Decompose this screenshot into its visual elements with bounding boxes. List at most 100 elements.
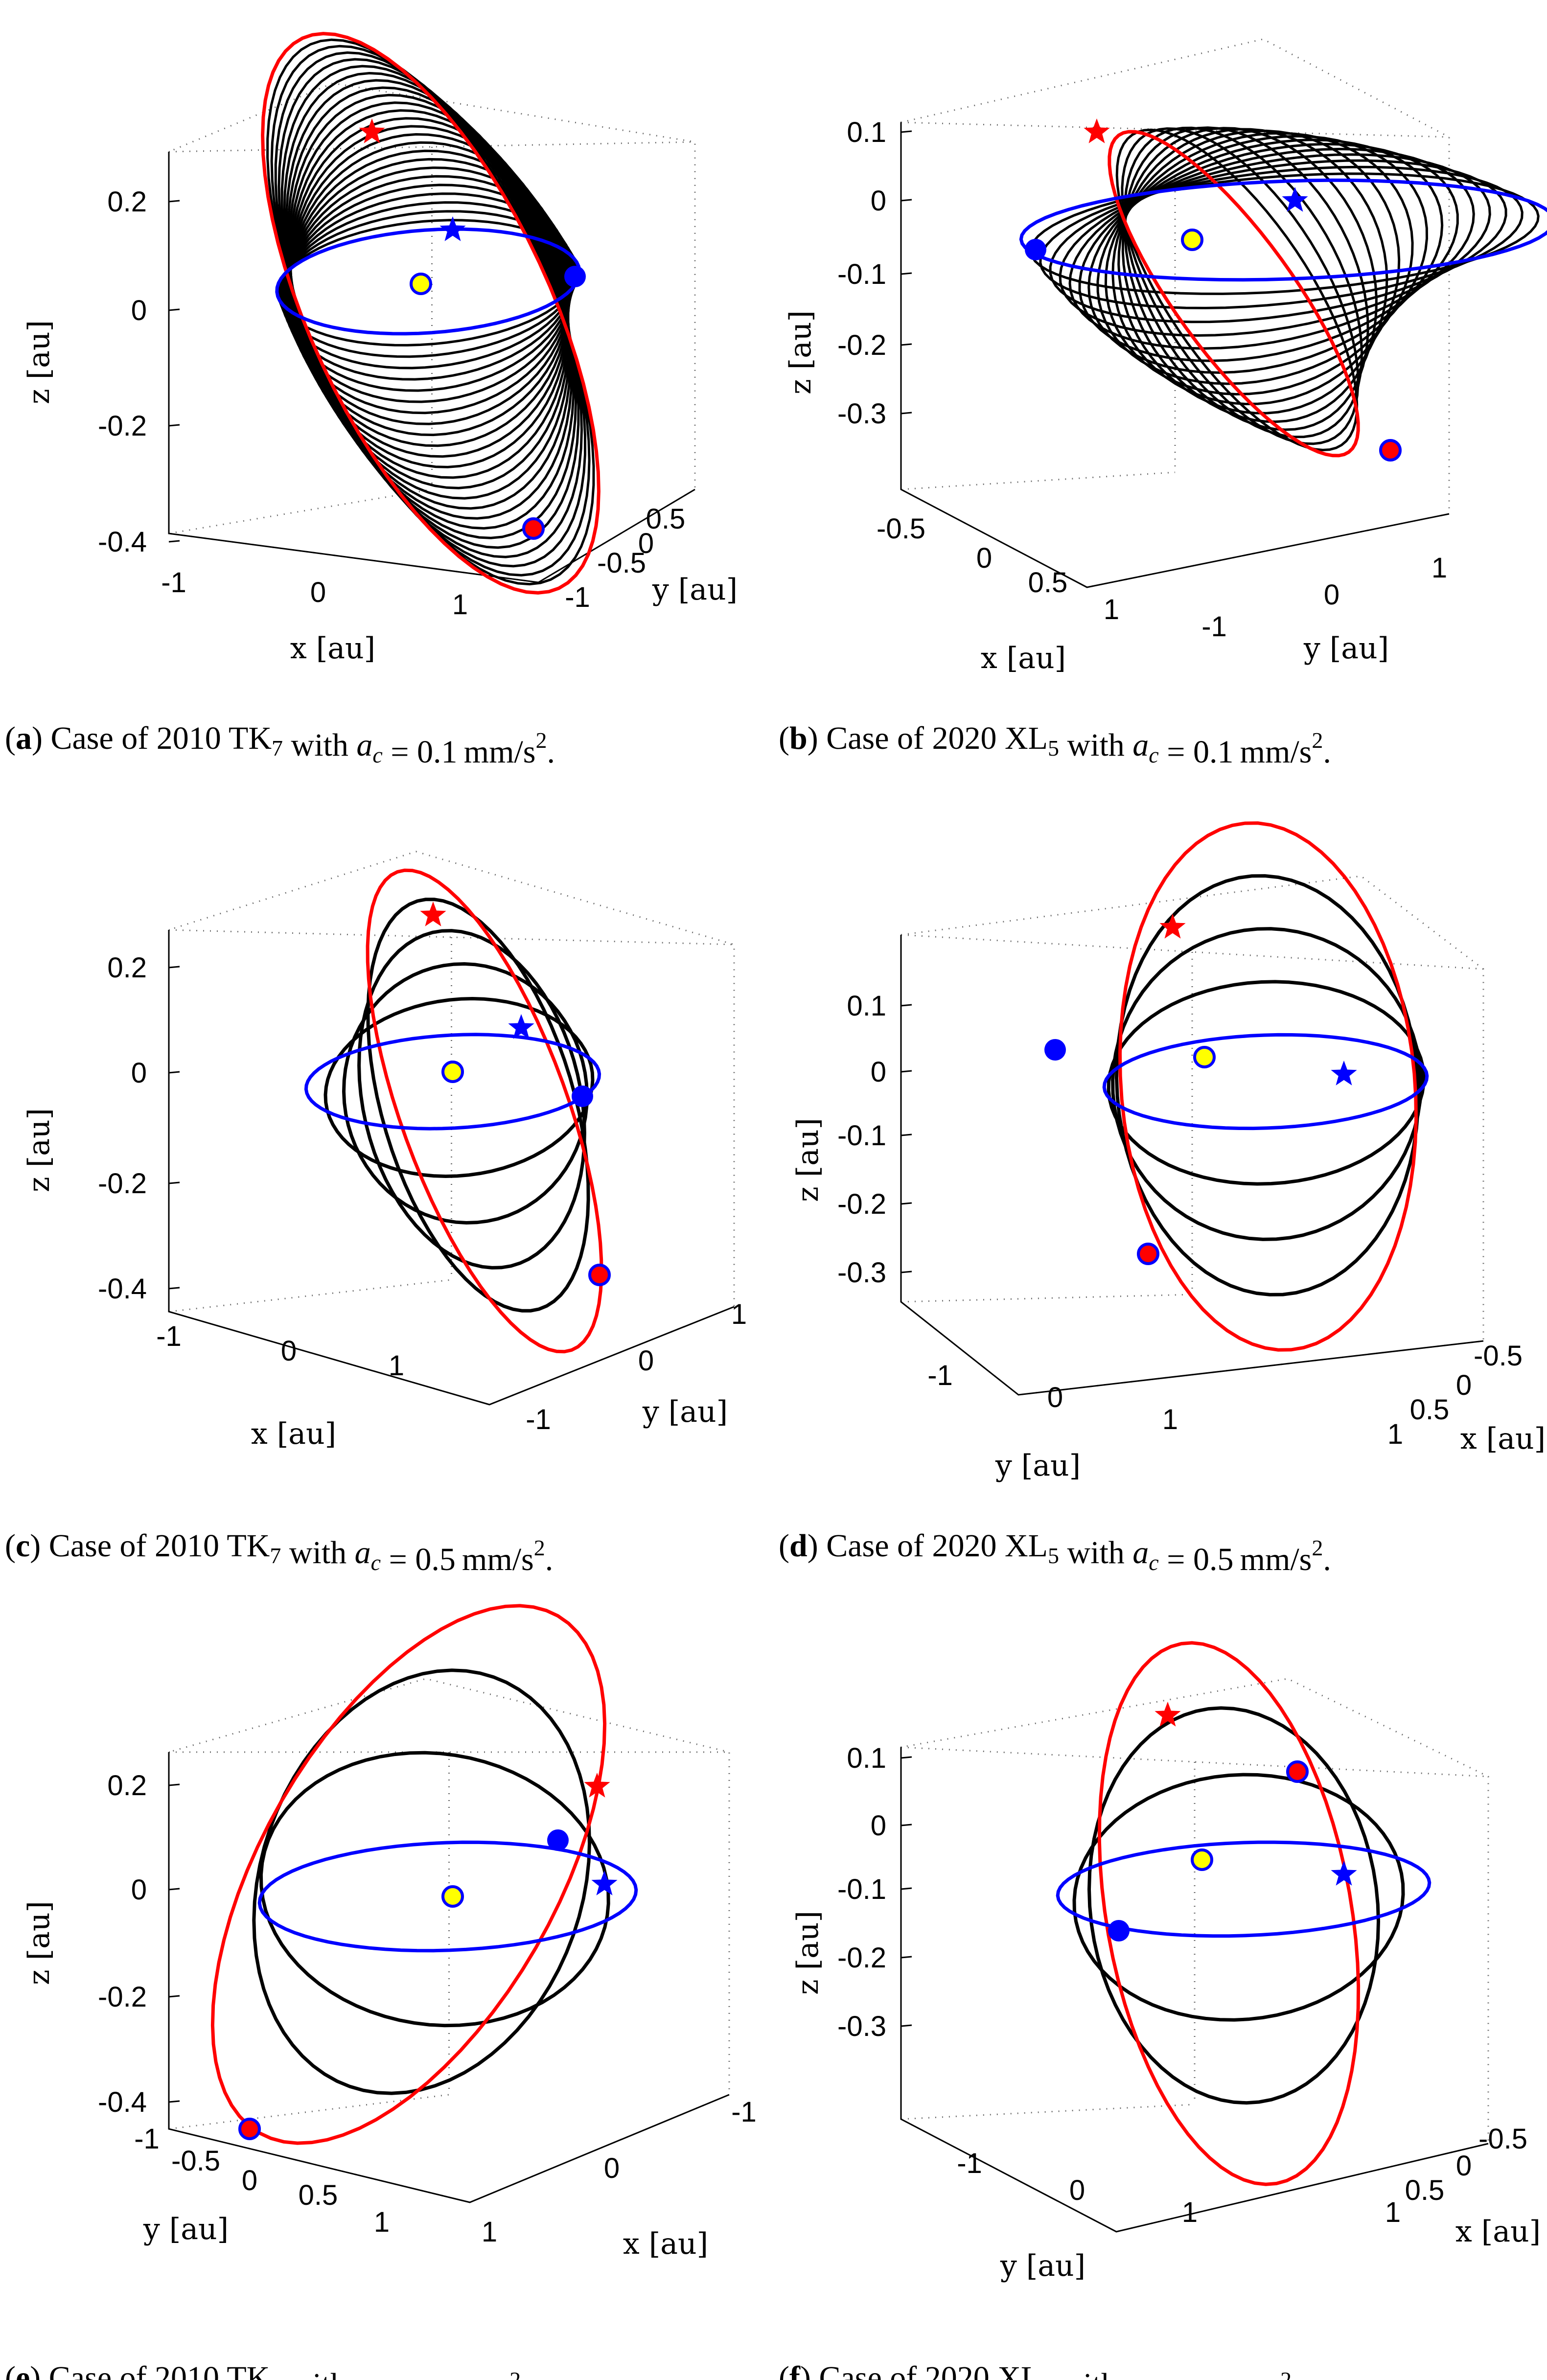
caption-sub: 5 [1040, 2375, 1052, 2380]
y-tick-label: 1 [1162, 1404, 1178, 1435]
caption-punct: ( [779, 720, 789, 756]
caption-sub: 7 [270, 1543, 281, 1568]
y-tick-label: 0 [638, 528, 654, 559]
x-tick-label: 0 [1456, 2150, 1472, 2182]
caption-punct [1159, 1542, 1167, 1577]
y-tick-label: 1 [1432, 552, 1447, 584]
caption-var: a [1132, 727, 1149, 763]
caption-punct: ) [808, 1528, 818, 1564]
z-tick-label: -0.3 [837, 1257, 886, 1289]
z-tick-mark [168, 1888, 180, 1891]
caption-punct [1052, 2367, 1060, 2380]
caption-punct: ) [30, 2360, 41, 2380]
arrival-marker [1286, 1760, 1309, 1783]
caption-label: f [789, 2360, 801, 2380]
y-axis-label: y [au] [1000, 2249, 1085, 2283]
panel-caption: (f) Case of 2020 XL5 with ac = 1 mm/s2. [779, 2360, 1300, 2380]
z-tick-label: 0.2 [107, 1770, 147, 1802]
axes-box [900, 935, 1484, 1396]
z-tick-label: -0.2 [98, 1168, 147, 1200]
caption-with: with [289, 1535, 346, 1571]
caption-with: with [291, 727, 348, 763]
earth-orbit [275, 227, 581, 336]
panel-caption: (e) Case of 2010 TK7 with ac = 1 mm/s2. [5, 2360, 529, 2380]
z-tick-label: -0.2 [837, 1188, 886, 1220]
y-tick-label: -1 [1201, 611, 1227, 643]
z-tick-label: 0.1 [847, 116, 886, 148]
caption-with: with [1060, 2367, 1117, 2380]
caption-pre: Case of 2020 XL [826, 720, 1048, 756]
caption-with: with [289, 2367, 346, 2380]
transfer-revolution [1087, 1706, 1381, 2105]
x-tick-label: 1 [1387, 1418, 1403, 1450]
caption-punct [1125, 727, 1133, 763]
z-tick-label: -0.2 [837, 329, 886, 361]
departure-marker [1025, 239, 1046, 260]
sun-marker [410, 273, 432, 295]
caption-punct [818, 1528, 827, 1564]
z-tick-label: -0.3 [837, 2010, 886, 2042]
x-axis-label: x [au] [1460, 1422, 1546, 1456]
asteroid-star-marker [584, 1773, 610, 1798]
y-tick-label: -1 [134, 2123, 160, 2155]
arrival-marker [522, 517, 545, 540]
z-tick-mark [900, 199, 912, 202]
x-axis-label: x [au] [290, 631, 375, 666]
caption-punct [281, 2367, 289, 2380]
x-tick-label: 0 [604, 2152, 620, 2184]
y-tick-label: -1 [526, 1404, 551, 1435]
x-tick-label: 1 [1385, 2196, 1401, 2228]
caption-end: . [547, 734, 555, 770]
caption-punct [1117, 2367, 1126, 2380]
z-tick-label: 0 [871, 1056, 886, 1088]
x-tick-label: 0.5 [1028, 567, 1068, 599]
caption-varsub: c [372, 742, 382, 767]
y-tick-label: 0 [1324, 579, 1339, 611]
caption-punct [1152, 2374, 1160, 2380]
x-axis-label: x [au] [1455, 2215, 1541, 2249]
z-tick-label: -0.2 [98, 410, 147, 442]
y-tick-label: 0 [1047, 1382, 1063, 1413]
caption-pre: Case of 2020 XL [819, 2360, 1040, 2380]
grid-lines [900, 38, 1450, 588]
z-tick-mark [168, 1995, 180, 1998]
transfer-revolution [1114, 874, 1420, 1296]
caption-end: . [1292, 2374, 1300, 2380]
x-tick-label: 1 [482, 2216, 497, 2248]
caption-sup: 2 [1280, 2367, 1292, 2380]
transfer-revolution [1104, 132, 1414, 396]
panel-a: 0.20-0.2-0.4-1 0 1 -1-0.500.5z [au]x [au]y … [5, 32, 738, 770]
caption-sup: 2 [1312, 1535, 1323, 1560]
z-tick-label: -0.1 [837, 1873, 886, 1905]
panel-caption: (b) Case of 2020 XL5 with ac = 0.1 mm/s2… [779, 720, 1331, 770]
z-tick-label: 0 [871, 185, 886, 217]
y-tick-label: 0.5 [646, 503, 686, 535]
y-tick-label: -1 [957, 2148, 982, 2179]
sun-marker [441, 1061, 464, 1083]
z-tick-label: -0.2 [837, 1942, 886, 1974]
z-tick-mark [168, 966, 180, 969]
x-tick-label: 0 [281, 1335, 297, 1367]
panel-caption: (d) Case of 2020 XL5 with ac = 0.5 mm/s2… [779, 1528, 1331, 1577]
caption-varsub: c [1149, 742, 1158, 767]
z-tick-mark [168, 1783, 180, 1786]
transfer-revolution [270, 45, 591, 577]
z-tick-mark [168, 424, 180, 427]
caption-sub: 7 [272, 736, 283, 761]
y-tick-label: 0 [638, 1345, 654, 1377]
x-tick-label: -1 [156, 1320, 182, 1352]
caption-pre: Case of 2010 TK [49, 2360, 270, 2380]
sun-marker [1181, 229, 1203, 251]
transfer-revolution [1107, 980, 1426, 1186]
caption-end: . [1323, 734, 1331, 770]
z-axis-label: z [au] [22, 1901, 56, 1985]
caption-sub: 5 [1048, 736, 1059, 761]
y-tick-label: 0 [1069, 2174, 1085, 2206]
caption-label: a [16, 720, 32, 756]
caption-label: c [16, 1528, 30, 1564]
y-axis-label: y [au] [642, 1395, 728, 1429]
x-axis-label: x [au] [623, 2227, 708, 2261]
arrival-marker [1379, 439, 1402, 462]
caption-punct: ( [5, 2360, 16, 2380]
